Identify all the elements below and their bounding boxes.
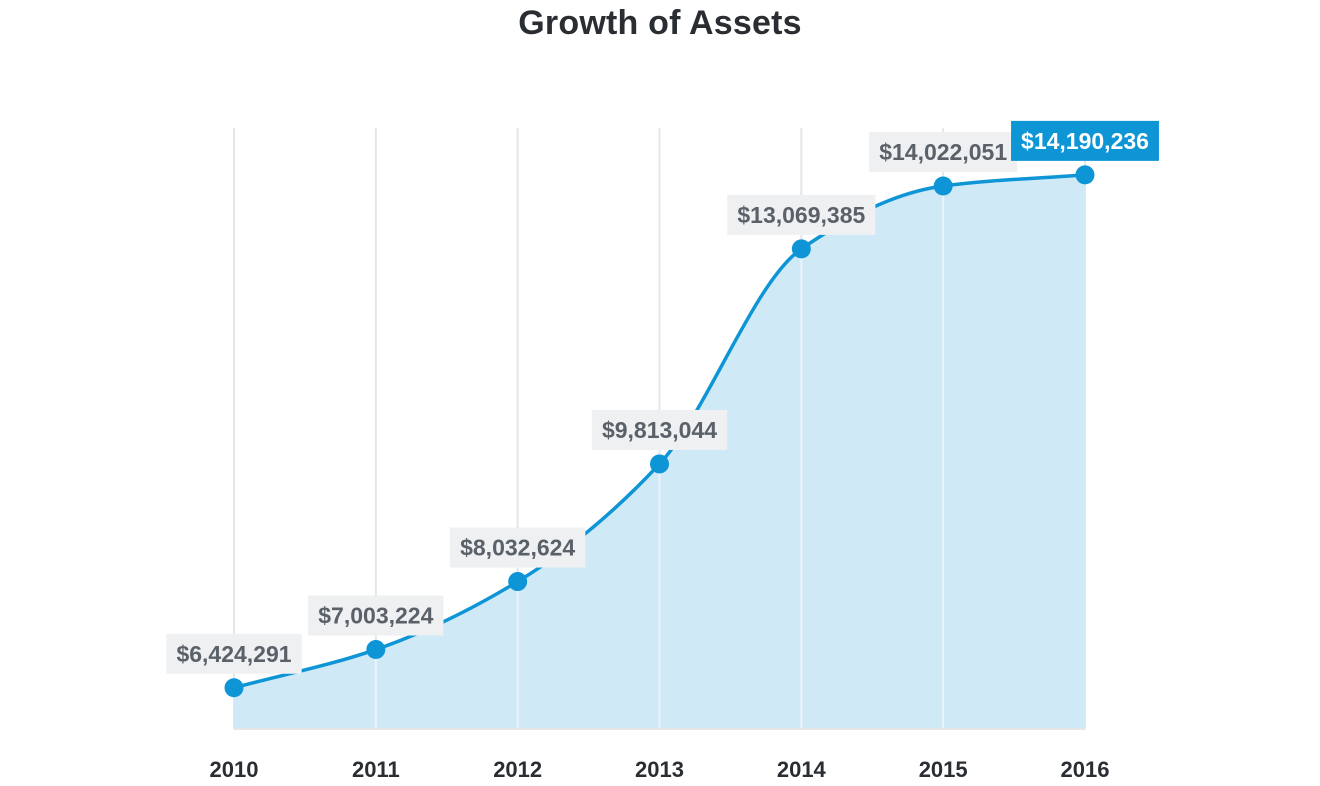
data-label-2013: $9,813,044 — [591, 409, 728, 450]
data-label-text: $13,069,385 — [737, 202, 865, 228]
area-layer — [234, 174, 1085, 730]
x-tick-label-2012: 2012 — [493, 757, 542, 782]
x-tick-label-2015: 2015 — [919, 757, 968, 782]
data-label-box — [166, 633, 302, 674]
data-label-box — [450, 527, 586, 568]
x-tick-label-2016: 2016 — [1061, 757, 1110, 782]
data-label-box — [727, 194, 876, 235]
data-label-box — [591, 409, 728, 450]
data-point-2011[interactable] — [366, 640, 386, 660]
data-point-2012[interactable] — [508, 572, 528, 592]
data-label-text: $9,813,044 — [602, 417, 717, 443]
data-label-text: $14,022,051 — [879, 139, 1007, 165]
x-tick-label-2014: 2014 — [777, 757, 827, 782]
data-label-text: $14,190,236 — [1021, 128, 1149, 154]
data-label-2010: $6,424,291 — [166, 633, 302, 674]
data-label-2014: $13,069,385 — [727, 194, 876, 235]
data-label-layer: $6,424,291 $7,003,224 $8,032,624 $9,813,044… — [166, 120, 1159, 674]
x-axis: 2010 2011 2012 2013 2014 2015 2016 — [210, 757, 1110, 782]
data-point-2014[interactable] — [791, 239, 811, 259]
x-tick-label-2013: 2013 — [635, 757, 684, 782]
x-tick-label-2010: 2010 — [210, 757, 259, 782]
data-label-box — [869, 131, 1018, 172]
data-label-text: $6,424,291 — [176, 641, 291, 667]
area-fill — [234, 174, 1085, 730]
data-label-box — [1011, 120, 1159, 161]
data-point-2016[interactable] — [1075, 165, 1095, 185]
data-label-2016: $14,190,236 — [1011, 120, 1159, 161]
point-layer — [224, 165, 1095, 698]
data-label-text: $8,032,624 — [460, 535, 575, 561]
data-label-2015: $14,022,051 — [869, 131, 1018, 172]
data-label-2012: $8,032,624 — [450, 527, 586, 568]
data-label-text: $7,003,224 — [318, 603, 433, 629]
data-point-2015[interactable] — [933, 176, 953, 196]
data-point-2013[interactable] — [650, 454, 669, 474]
x-tick-label-2011: 2011 — [352, 757, 400, 782]
data-label-2011: $7,003,224 — [308, 595, 444, 636]
data-point-2010[interactable] — [224, 678, 244, 698]
data-label-box — [308, 595, 444, 636]
chart-title: Growth of Assets — [518, 4, 802, 42]
